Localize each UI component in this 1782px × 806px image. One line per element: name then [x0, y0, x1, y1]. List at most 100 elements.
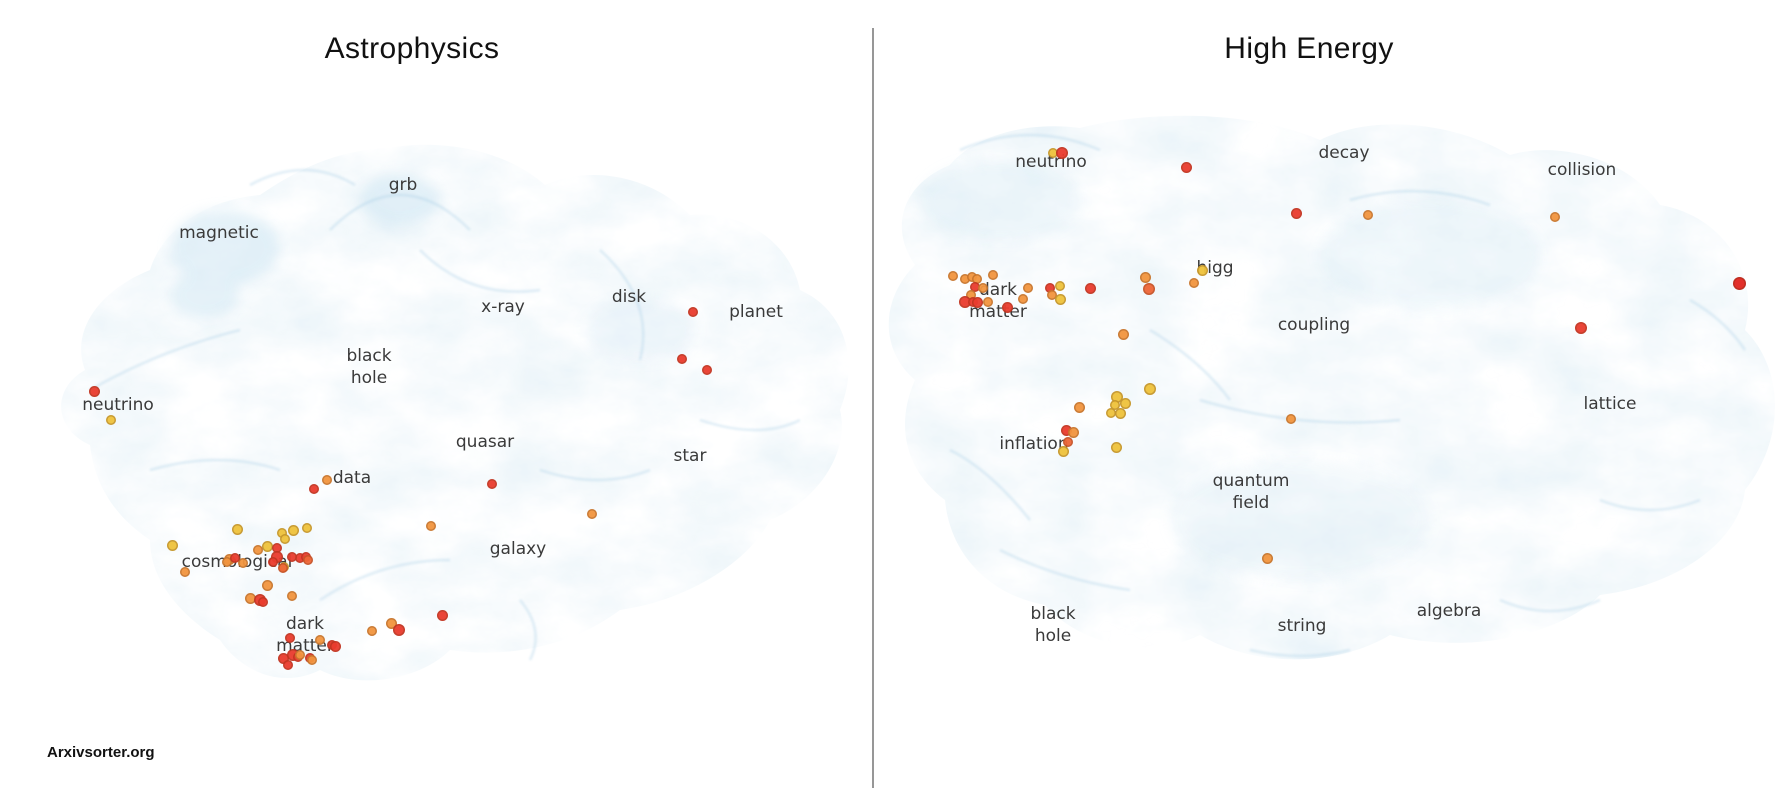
cluster-label-collision: collision [1547, 160, 1617, 180]
data-point[interactable] [268, 557, 278, 567]
data-point[interactable] [1073, 401, 1085, 413]
cluster-label-coupling: coupling [1277, 315, 1351, 335]
data-point[interactable] [1055, 281, 1065, 291]
data-point[interactable] [253, 545, 263, 555]
data-point[interactable] [966, 290, 976, 300]
cluster-label-disk: disk [611, 287, 647, 307]
data-point[interactable] [688, 307, 698, 317]
cluster-label-magnetic: magnetic [179, 223, 259, 243]
data-point[interactable] [322, 475, 332, 485]
data-point[interactable] [88, 385, 100, 397]
data-point[interactable] [302, 523, 312, 533]
cluster-label-lattice: lattice [1583, 394, 1637, 414]
data-point[interactable] [1060, 424, 1072, 436]
data-point[interactable] [1084, 282, 1096, 294]
data-point[interactable] [285, 633, 295, 643]
data-point[interactable] [677, 354, 687, 364]
data-point[interactable] [280, 534, 290, 544]
data-point[interactable] [971, 296, 983, 308]
cluster-label-data: data [332, 468, 372, 488]
data-point[interactable] [238, 558, 248, 568]
data-point[interactable] [1575, 322, 1587, 334]
data-point[interactable] [1063, 437, 1073, 447]
data-point[interactable] [230, 553, 240, 563]
data-point[interactable] [1261, 552, 1273, 564]
data-point[interactable] [1732, 276, 1746, 290]
data-point[interactable] [309, 484, 319, 494]
cluster-label-algebra: algebra [1416, 601, 1482, 621]
data-point[interactable] [1054, 293, 1066, 305]
data-point[interactable] [287, 524, 299, 536]
data-point[interactable] [1048, 148, 1058, 158]
data-point[interactable] [587, 509, 597, 519]
data-point[interactable] [295, 650, 305, 660]
data-point[interactable] [1189, 278, 1199, 288]
data-point[interactable] [106, 415, 116, 425]
data-point[interactable] [1139, 271, 1151, 283]
data-point[interactable] [1119, 397, 1131, 409]
data-point[interactable] [983, 297, 993, 307]
data-point[interactable] [1180, 161, 1192, 173]
data-point[interactable] [393, 624, 405, 636]
data-point[interactable] [261, 540, 273, 552]
data-point[interactable] [1057, 445, 1069, 457]
data-point[interactable] [948, 271, 958, 281]
data-point[interactable] [283, 660, 293, 670]
data-point[interactable] [367, 626, 377, 636]
data-point[interactable] [180, 567, 190, 577]
data-point[interactable] [972, 274, 982, 284]
data-point[interactable] [1114, 407, 1126, 419]
data-point[interactable] [329, 640, 341, 652]
cluster-label-star: star [673, 446, 707, 466]
panel-title-astrophysics: Astrophysics [324, 32, 500, 65]
data-point[interactable] [277, 528, 287, 538]
data-point[interactable] [295, 553, 305, 563]
data-point[interactable] [307, 655, 317, 665]
data-point[interactable] [1018, 294, 1028, 304]
data-point[interactable] [287, 552, 297, 562]
data-point[interactable] [426, 521, 436, 531]
data-point[interactable] [1117, 328, 1129, 340]
data-point[interactable] [1110, 400, 1120, 410]
data-point[interactable] [1143, 283, 1155, 295]
data-point[interactable] [487, 479, 497, 489]
data-point[interactable] [1001, 301, 1013, 313]
data-point[interactable] [1110, 441, 1122, 453]
data-point[interactable] [1286, 414, 1296, 424]
data-point[interactable] [222, 557, 232, 567]
data-point[interactable] [988, 270, 998, 280]
data-point[interactable] [978, 283, 988, 293]
data-point[interactable] [1290, 207, 1302, 219]
data-point[interactable] [315, 635, 325, 645]
data-point[interactable] [1196, 264, 1208, 276]
data-point[interactable] [258, 597, 268, 607]
data-point[interactable] [1067, 426, 1079, 438]
data-point[interactable] [261, 579, 273, 591]
data-point[interactable] [231, 523, 243, 535]
data-point[interactable] [1047, 290, 1057, 300]
data-point[interactable] [702, 365, 712, 375]
data-point[interactable] [277, 652, 289, 664]
data-point[interactable] [1144, 383, 1156, 395]
data-point[interactable] [287, 591, 297, 601]
data-point[interactable] [303, 555, 313, 565]
data-point[interactable] [436, 609, 448, 621]
cluster-label-x-ray: x-ray [481, 297, 525, 317]
cluster-label-quantum-field: quantum field [1212, 471, 1290, 513]
data-point[interactable] [1363, 210, 1373, 220]
data-point[interactable] [1056, 147, 1068, 159]
data-point[interactable] [1550, 212, 1560, 222]
cluster-label-inflation: inflation [999, 434, 1069, 454]
data-point[interactable] [244, 592, 256, 604]
data-point[interactable] [385, 617, 397, 629]
data-point[interactable] [1045, 283, 1055, 293]
data-point[interactable] [1106, 408, 1116, 418]
data-point[interactable] [960, 274, 970, 284]
data-point[interactable] [1023, 283, 1033, 293]
cluster-label-grb: grb [388, 175, 418, 195]
data-point[interactable] [278, 563, 288, 573]
data-point[interactable] [272, 543, 282, 553]
data-point[interactable] [970, 282, 980, 292]
data-point[interactable] [166, 539, 178, 551]
